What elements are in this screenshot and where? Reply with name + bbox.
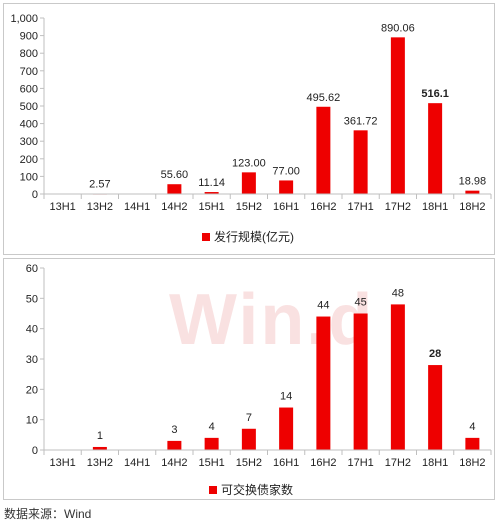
x-tick-label: 14H2 <box>161 457 187 469</box>
data-label: 2.57 <box>89 179 110 191</box>
watermark: Win.d <box>169 280 375 360</box>
x-tick-label: 13H2 <box>87 457 113 469</box>
y-tick-label: 40 <box>26 324 38 336</box>
bar <box>92 446 107 450</box>
bar <box>428 365 443 450</box>
data-label: 516.1 <box>421 88 449 100</box>
y-tick-label: 50 <box>26 293 38 305</box>
data-label: 45 <box>355 297 367 309</box>
legend-issuance: 发行规模(亿元) <box>202 228 294 245</box>
x-tick-label: 14H1 <box>124 201 150 213</box>
x-tick-label: 18H2 <box>459 457 485 469</box>
x-tick-label: 13H2 <box>87 201 113 213</box>
x-tick-label: 18H1 <box>422 457 448 469</box>
legend-label: 发行规模(亿元) <box>214 230 294 244</box>
y-tick-label: 400 <box>20 119 38 131</box>
x-tick-label: 14H1 <box>124 457 150 469</box>
y-tick-label: 900 <box>20 31 38 43</box>
chart-panel-count: Win.d 0 10 20 30 40 50 60 13H1 1 13H2 14H1 3 14H2 4 15… <box>3 258 495 500</box>
data-label: 48 <box>392 287 404 299</box>
x-tick-label: 14H2 <box>161 201 187 213</box>
data-label: 495.62 <box>307 92 341 104</box>
bar <box>204 437 219 450</box>
bar <box>279 180 294 194</box>
bar <box>353 313 368 450</box>
bar <box>316 316 331 450</box>
x-tick-label: 18H1 <box>422 201 448 213</box>
y-tick-label: 700 <box>20 66 38 78</box>
data-label: 77.00 <box>272 165 300 177</box>
legend-swatch <box>209 485 217 494</box>
count-bar-chart: 0 10 20 30 40 50 60 13H1 1 13H2 14H1 3 14H2 4 15H1 7 15H… <box>26 263 492 469</box>
x-tick-label: 16H2 <box>310 201 336 213</box>
x-tick-label: 16H1 <box>273 457 299 469</box>
x-tick-label: 15H1 <box>198 457 224 469</box>
source-note: 数据来源：Wind <box>4 507 92 521</box>
data-label: 4 <box>469 421 475 433</box>
data-label: 3 <box>171 424 177 436</box>
legend-swatch <box>202 232 210 241</box>
bar <box>353 130 368 194</box>
issuance-bar-chart: 0 100 200 300 400 500 600 700 800 900 1,000 13H1 2.5… <box>10 13 492 213</box>
legend-count: 可交换债家数 <box>209 481 293 498</box>
y-tick-label: 60 <box>26 263 38 275</box>
y-tick-label: 10 <box>26 415 38 427</box>
bar <box>167 184 182 194</box>
data-label: 28 <box>429 348 441 360</box>
y-tick-label: 0 <box>32 189 38 201</box>
bar <box>465 190 480 194</box>
bar <box>167 440 182 450</box>
bar <box>241 172 256 194</box>
y-tick-label: 1,000 <box>10 13 38 25</box>
data-label: 14 <box>280 391 292 403</box>
data-label: 44 <box>317 300 329 312</box>
x-tick-label: 15H1 <box>198 201 224 213</box>
y-tick-label: 200 <box>20 154 38 166</box>
bar <box>465 437 480 450</box>
legend-label: 可交换债家数 <box>221 483 294 497</box>
y-tick-label: 20 <box>26 384 38 396</box>
x-tick-label: 13H1 <box>49 457 75 469</box>
bar <box>241 428 256 450</box>
data-label: 11.14 <box>198 177 225 189</box>
y-tick-label: 500 <box>20 101 38 113</box>
x-tick-label: 17H2 <box>385 457 411 469</box>
y-tick-label: 30 <box>26 354 38 366</box>
data-label: 361.72 <box>344 115 378 127</box>
bar <box>390 304 405 450</box>
x-tick-label: 17H2 <box>385 201 411 213</box>
data-label: 7 <box>246 412 252 424</box>
x-tick-label: 16H1 <box>273 201 299 213</box>
y-tick-label: 100 <box>20 171 38 183</box>
data-label: 890.06 <box>381 22 415 34</box>
y-tick-label: 600 <box>20 83 38 95</box>
chart-panel-issuance: 0 100 200 300 400 500 600 700 800 900 1,000 13H1 2.5… <box>3 3 495 255</box>
bar <box>316 106 331 194</box>
x-tick-label: 15H2 <box>236 457 262 469</box>
data-label: 1 <box>97 430 103 442</box>
x-tick-label: 16H2 <box>310 457 336 469</box>
x-tick-label: 17H1 <box>347 201 373 213</box>
data-label: 55.60 <box>161 169 189 181</box>
bar <box>428 103 443 194</box>
bar <box>279 407 294 450</box>
y-tick-label: 0 <box>32 445 38 457</box>
data-label: 4 <box>209 421 215 433</box>
data-label: 18.98 <box>459 176 487 188</box>
bar <box>390 37 405 194</box>
y-tick-label: 800 <box>20 48 38 60</box>
x-tick-label: 13H1 <box>49 201 75 213</box>
x-tick-label: 17H1 <box>347 457 373 469</box>
bar <box>204 192 219 194</box>
y-tick-label: 300 <box>20 136 38 148</box>
x-tick-label: 18H2 <box>459 201 485 213</box>
data-label: 123.00 <box>232 157 266 169</box>
x-tick-label: 15H2 <box>236 201 262 213</box>
